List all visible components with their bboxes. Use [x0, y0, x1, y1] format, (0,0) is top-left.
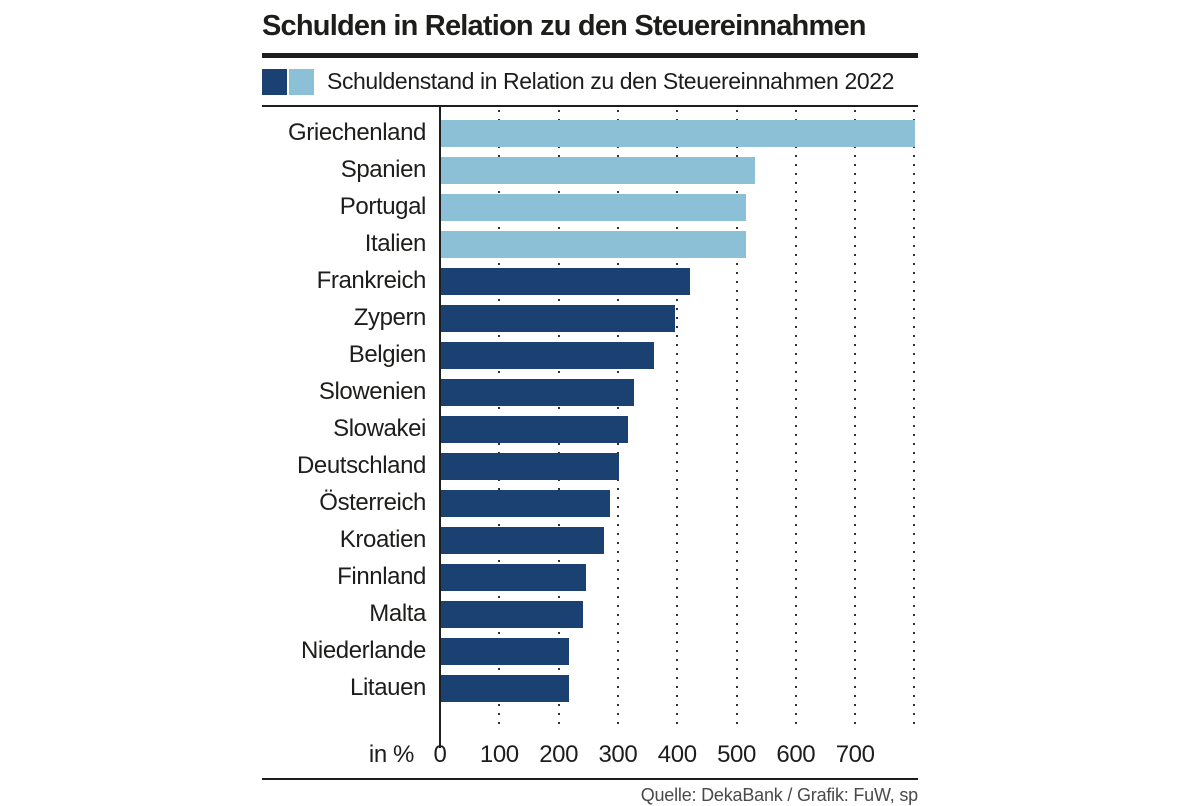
- bar-label: Frankreich: [316, 267, 427, 295]
- bar-label: Slowakei: [333, 415, 426, 443]
- bar-label: Portugal: [339, 193, 427, 221]
- gridline-500: [735, 109, 738, 730]
- bar-label: Zypern: [353, 304, 427, 332]
- x-tick-label-100: 100: [479, 740, 519, 768]
- chart-row: Portugal: [262, 189, 918, 226]
- x-tick-label-200: 200: [539, 740, 579, 768]
- bar-portugal: [441, 193, 747, 221]
- chart-row: Niederlande: [262, 633, 918, 670]
- chart-row: Deutschland: [262, 448, 918, 485]
- bar-label: Belgien: [348, 341, 427, 369]
- x-tick-label-600: 600: [776, 740, 816, 768]
- chart-row: Österreich: [262, 485, 918, 522]
- x-tick-label-300: 300: [598, 740, 638, 768]
- plot-area: Griechenland Spanien Portugal Italien Frankr…: [262, 106, 918, 748]
- x-tick-label-700: 700: [835, 740, 875, 768]
- legend-label: Schuldenstand in Relation zu den Steuere…: [327, 68, 895, 95]
- chart-row: Malta: [262, 596, 918, 633]
- chart-row: Slowenien: [262, 374, 918, 411]
- bottom-divider: [262, 777, 918, 780]
- chart-row: Frankreich: [262, 263, 918, 300]
- chart-row: Italien: [262, 226, 918, 263]
- bar-label: Niederlande: [300, 637, 426, 665]
- x-tick-label-0: 0: [433, 740, 447, 768]
- chart-row: Finnland: [262, 559, 918, 596]
- bar-finnland: [441, 563, 587, 591]
- chart-row: Slowakei: [262, 411, 918, 448]
- chart-row: Spanien: [262, 152, 918, 189]
- bar-slowenien: [441, 378, 634, 406]
- bar-malta: [441, 600, 584, 628]
- legend: Schuldenstand in Relation zu den Steuere…: [262, 68, 918, 96]
- bar-frankreich: [441, 267, 691, 295]
- unit-label: in %: [368, 740, 414, 768]
- source-note: Quelle: DekaBank / Grafik: FuW, sp: [640, 784, 919, 805]
- bar-griechenland: [441, 119, 916, 147]
- gridline-800: [913, 109, 916, 730]
- bar-label: Österreich: [319, 489, 426, 517]
- gridline-400: [676, 109, 679, 730]
- title-divider: [262, 52, 918, 58]
- bar-label: Slowenien: [318, 378, 427, 406]
- x-tick-label-400: 400: [657, 740, 697, 768]
- y-axis-line: [439, 106, 441, 748]
- x-tick-label-500: 500: [717, 740, 756, 768]
- bar-deutschland: [441, 452, 619, 480]
- bar-rows: Griechenland Spanien Portugal Italien Frankr…: [262, 115, 918, 707]
- chart-row: Litauen: [262, 670, 918, 707]
- bar-belgien: [441, 341, 655, 369]
- bar-niederlande: [441, 637, 569, 665]
- gridline-700: [854, 109, 857, 730]
- x-axis-labels: in % 0 100 200 300 400 500 600 700: [262, 741, 918, 771]
- legend-swatch-light: [289, 68, 314, 95]
- bar-label: Finnland: [337, 563, 426, 591]
- bar-label: Deutschland: [296, 452, 426, 480]
- legend-swatch-dark: [262, 68, 287, 95]
- gridline-600: [794, 109, 797, 730]
- bar-label: Spanien: [340, 156, 427, 184]
- chart-row: Griechenland: [262, 115, 918, 152]
- bar-spanien: [441, 156, 756, 184]
- chart-row: Zypern: [262, 300, 918, 337]
- bar-kroatien: [441, 526, 605, 554]
- plot-top-divider: [262, 104, 918, 107]
- bar-slowakei: [441, 415, 628, 443]
- bar-österreich: [441, 489, 611, 517]
- bar-label: Griechenland: [288, 119, 426, 147]
- bar-label: Italien: [364, 230, 427, 258]
- bar-litauen: [441, 674, 569, 702]
- bar-label: Malta: [369, 600, 426, 628]
- bar-italien: [441, 230, 747, 258]
- page-title: Schulden in Relation zu den Steuereinnah…: [262, 10, 866, 42]
- bar-label: Kroatien: [339, 526, 427, 554]
- chart-row: Belgien: [262, 337, 918, 374]
- chart-row: Kroatien: [262, 522, 918, 559]
- bar-zypern: [441, 304, 676, 332]
- chart-figure: Schulden in Relation zu den Steuereinnah…: [262, 8, 918, 806]
- bar-label: Litauen: [350, 674, 426, 702]
